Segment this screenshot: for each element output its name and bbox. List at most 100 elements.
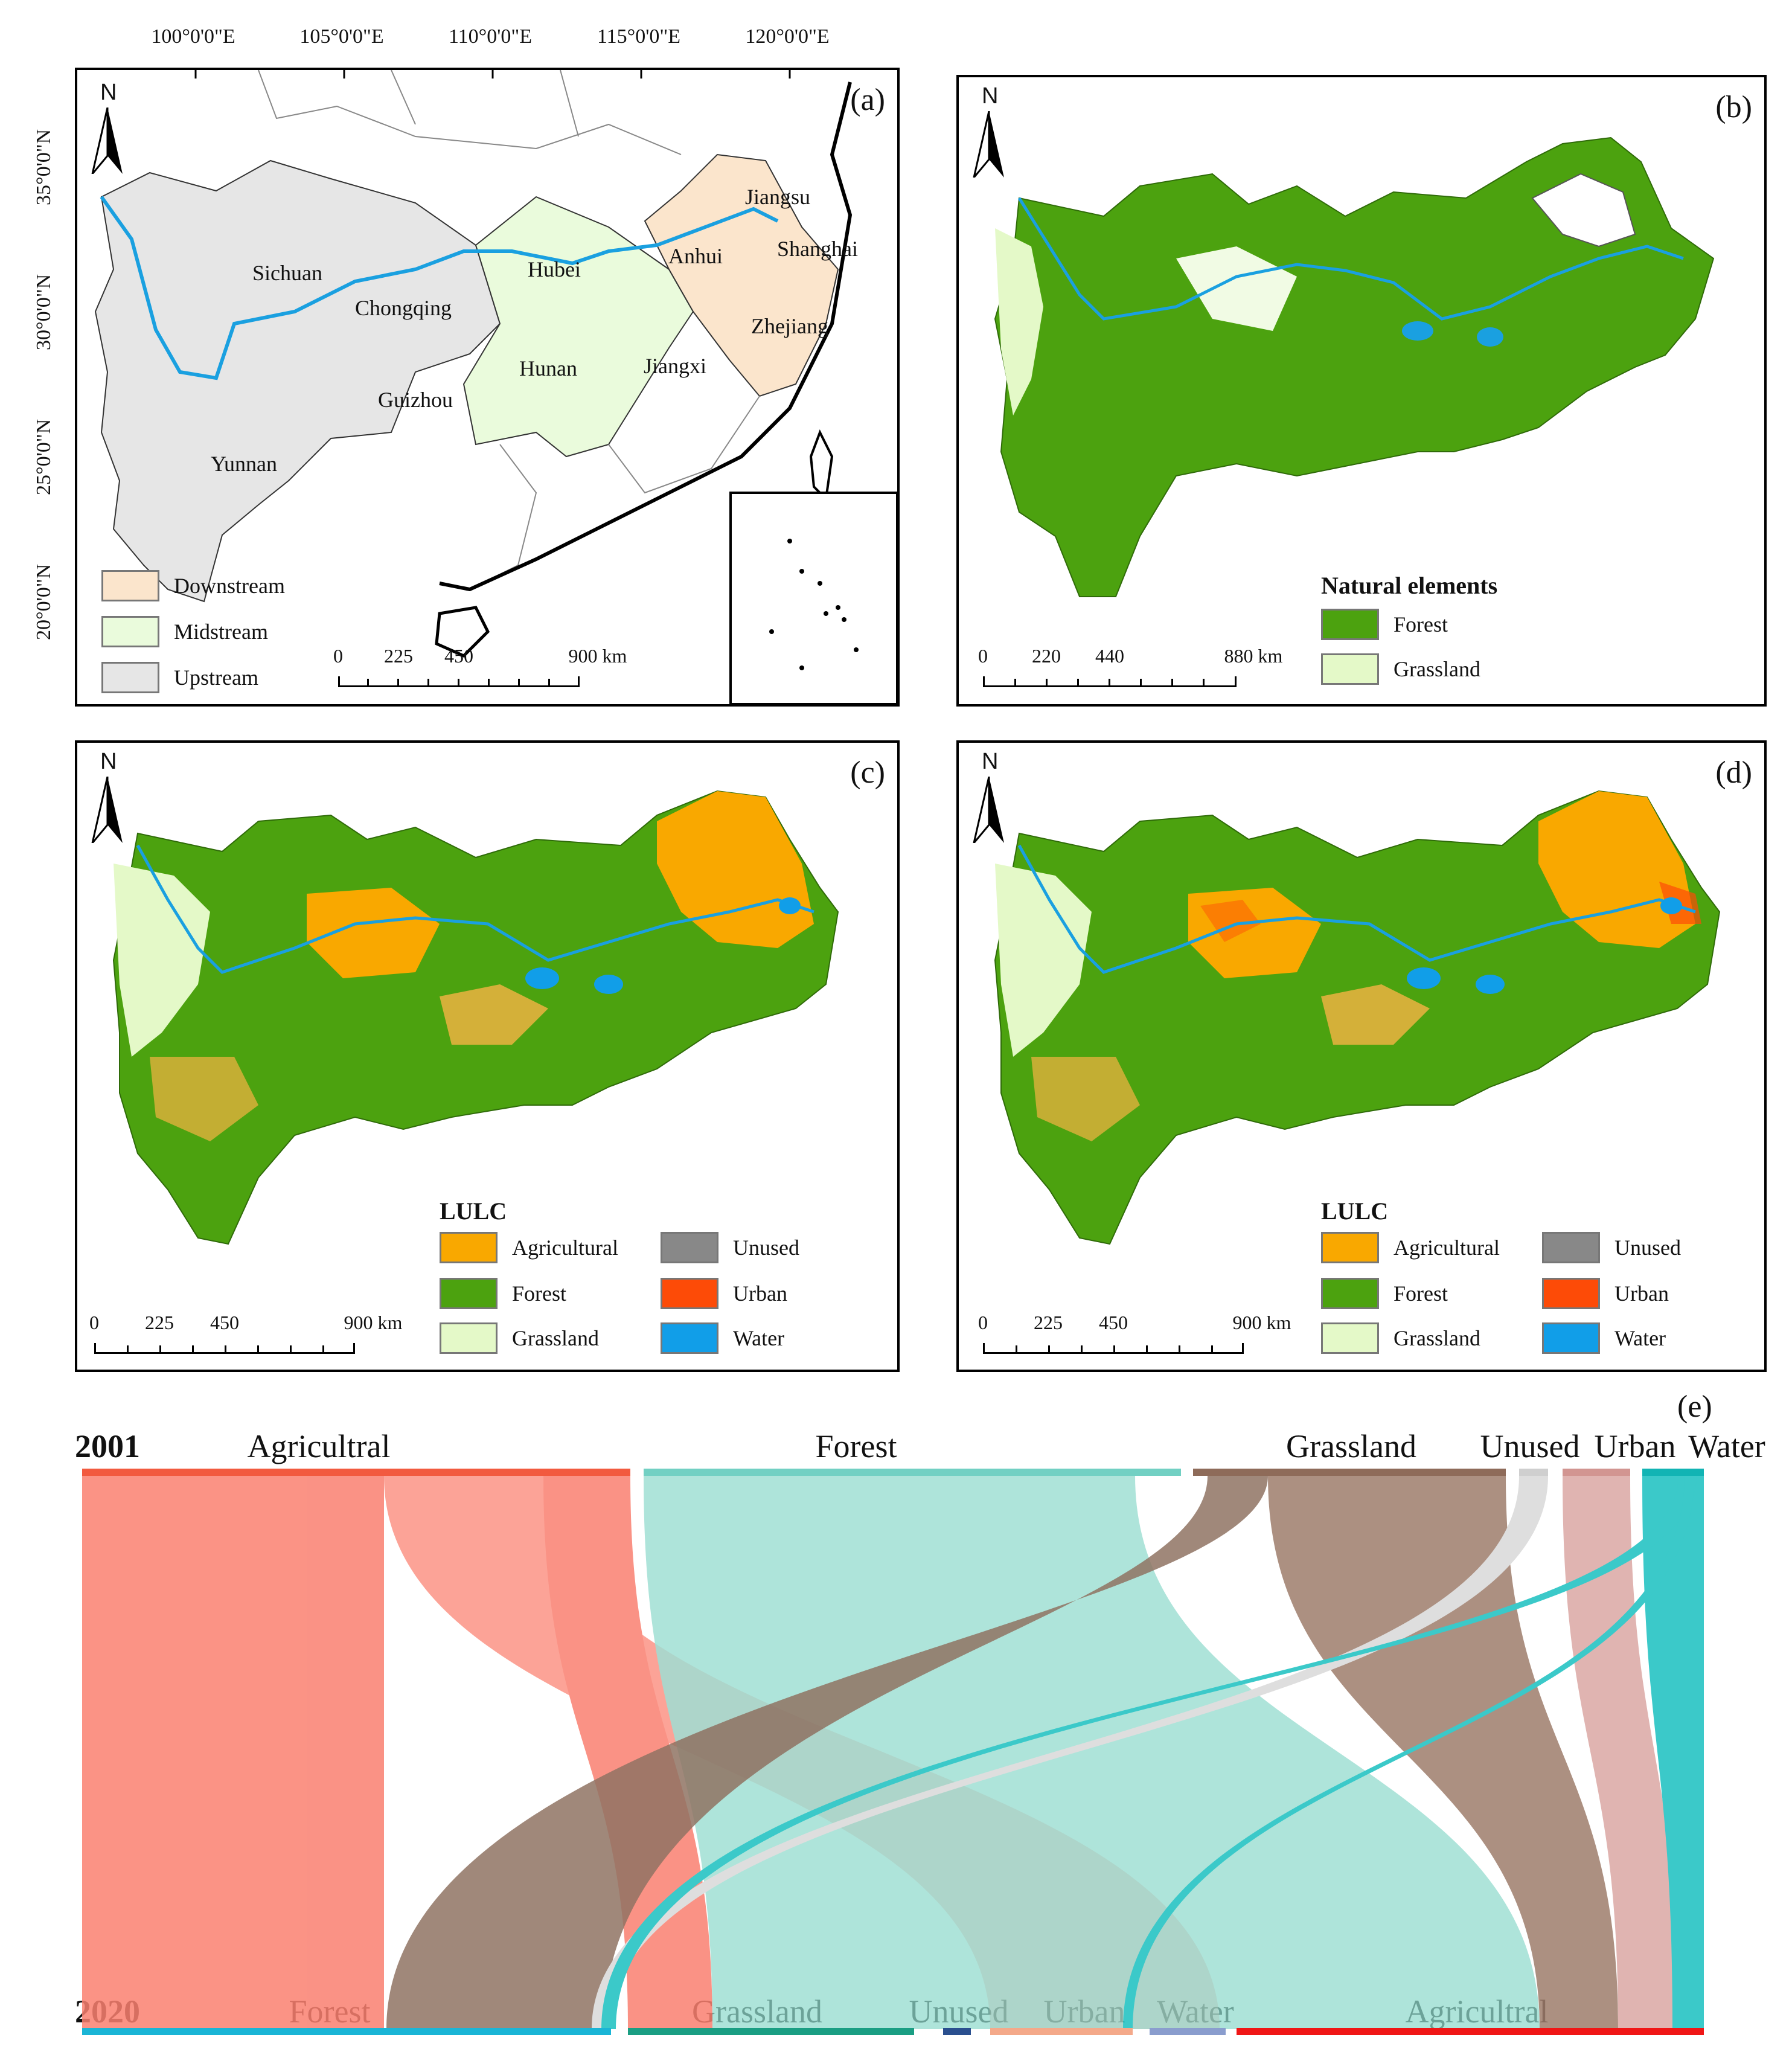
scale-tick-label: 0: [978, 645, 988, 667]
legend-swatch: [440, 1232, 498, 1263]
legend-label: Agricultural: [512, 1236, 618, 1260]
lat-label: 35°0'0"N: [33, 129, 55, 205]
scale-bar: 0 220 440 880 km: [978, 645, 1282, 693]
legend-label: Upstream: [174, 665, 258, 690]
legend-item-forest: Forest: [1321, 1278, 1448, 1309]
panel-c-label: (c): [850, 755, 885, 790]
flow-water-forest: [601, 1476, 1697, 2029]
legend-item-water: Water: [661, 1322, 784, 1354]
legend-item-grassland: Grassland: [440, 1322, 599, 1354]
legend-item-unused: Unused: [1542, 1232, 1681, 1263]
legend-item-water: Water: [1542, 1322, 1666, 1354]
bottom-category-urban: Urban: [1043, 1993, 1125, 2030]
legend-swatch: [1321, 653, 1379, 685]
province-label-hunan: Hunan: [519, 356, 577, 380]
scale-tick-label: 0: [333, 645, 343, 667]
bottom-category-unused: Unused: [909, 1993, 1009, 2030]
scale-tick-label: 900 km: [568, 645, 627, 667]
scale-bar: 0 225 450 900 km: [333, 645, 627, 693]
province-label-anhui: Anhui: [668, 244, 723, 268]
lon-label: 100°0'0"E: [151, 25, 235, 48]
legend-label: Forest: [1394, 1281, 1448, 1306]
panel-c-lulc-map: [112, 790, 839, 1245]
legend-item-grassland: Grassland: [1321, 653, 1480, 685]
province-label-sichuan: Sichuan: [252, 261, 322, 285]
scale-tick-label: 450: [1099, 1312, 1128, 1333]
north-arrow-icon: N: [89, 749, 132, 843]
legend-item-forest: Forest: [1321, 609, 1448, 640]
scale-tick-label: 900 km: [344, 1312, 403, 1333]
legend-title: LULC: [440, 1197, 507, 1225]
legend-swatch: [440, 1278, 498, 1309]
legend-label: Unused: [1614, 1236, 1681, 1260]
legend-label: Water: [1614, 1326, 1666, 1350]
province-label-shanghai: Shanghai: [777, 237, 858, 261]
legend-swatch: [661, 1278, 718, 1309]
scale-tick-label: 0: [89, 1312, 99, 1333]
bottom-category-water: Water: [1157, 1993, 1234, 2030]
year-2020-label: 2020: [75, 1993, 140, 2030]
scale-tick-label: 225: [145, 1312, 174, 1333]
flow-grass-forest: [386, 1476, 1268, 2029]
legend-item-midstream: Midstream: [101, 616, 268, 647]
flow-forest-forest: [644, 1476, 1540, 2029]
flow-grass-grass: [1268, 1476, 1618, 2029]
legend-label: Grassland: [512, 1326, 599, 1350]
top-node-grassland: [1193, 1469, 1506, 1476]
province-label-guizhou: Guizhou: [378, 388, 453, 412]
legend-label: Grassland: [1394, 657, 1480, 681]
lon-label: 105°0'0"E: [299, 25, 384, 48]
legend-swatch: [661, 1232, 718, 1263]
flow-urban: [1563, 1476, 1678, 2029]
legend-swatch: [1321, 609, 1379, 640]
scale-tick-label: 225: [384, 645, 413, 667]
lon-label: 115°0'0"E: [597, 25, 681, 48]
flow-water-water: [1642, 1476, 1704, 2029]
legend-label: Midstream: [174, 620, 268, 644]
panel-a-map: (a) N Sichuan Chongqing Hubei Anhui Jian…: [75, 68, 900, 707]
panel-d-label: (d): [1715, 755, 1752, 790]
legend-item-upstream: Upstream: [101, 662, 258, 693]
top-node-water: [1642, 1469, 1704, 1476]
legend-label: Urban: [733, 1281, 787, 1306]
scale-tick-label: 450: [444, 645, 473, 667]
bottom-category-forest: Forest: [289, 1993, 371, 2030]
legend-swatch: [661, 1322, 718, 1354]
legend-swatch: [1321, 1232, 1379, 1263]
legend-item-downstream: Downstream: [101, 570, 285, 601]
flow-unused: [592, 1476, 1548, 2029]
top-node-urban: [1563, 1469, 1630, 1476]
lat-label: 20°0'0"N: [33, 563, 55, 640]
panel-d-lulc-map: [994, 790, 1721, 1245]
legend-swatch: [1542, 1322, 1600, 1354]
province-label-jiangxi: Jiangxi: [644, 354, 706, 378]
legend-swatch: [1542, 1232, 1600, 1263]
panel-b-map: (b) N Natural elements Forest Grassland …: [956, 75, 1767, 707]
legend-swatch: [1542, 1278, 1600, 1309]
north-label: N: [100, 80, 117, 105]
top-node-unused: [1519, 1469, 1548, 1476]
top-category-agricultral: Agricultral: [247, 1428, 391, 1464]
legend-label: Agricultural: [1394, 1236, 1500, 1260]
province-label-chongqing: Chongqing: [354, 296, 452, 320]
top-node-forest: [644, 1469, 1181, 1476]
flow-agri-agri: [384, 1476, 1220, 2029]
lon-label: 120°0'0"E: [745, 25, 830, 48]
bottom-category-grassland: Grassland: [692, 1993, 822, 2030]
scale-bar: 0 225 450 900 km: [89, 1312, 402, 1360]
scale-tick-label: 440: [1095, 645, 1124, 667]
panel-b-label: (b): [1715, 90, 1752, 124]
province-label-zhejiang: Zhejiang: [751, 314, 828, 338]
top-category-unused: Unused: [1480, 1428, 1580, 1464]
legend-item-urban: Urban: [1542, 1278, 1669, 1309]
legend-title: Natural elements: [1321, 572, 1498, 599]
scale-tick-label: 220: [1032, 645, 1061, 667]
legend-label: Forest: [512, 1281, 566, 1306]
legend-swatch: [440, 1322, 498, 1354]
legend-swatch: [1321, 1322, 1379, 1354]
legend-label: Urban: [1614, 1281, 1669, 1306]
scale-tick-label: 450: [210, 1312, 239, 1333]
top-node-agricultral: [82, 1469, 630, 1476]
legend-label: Downstream: [174, 574, 285, 598]
legend-swatch: [1321, 1278, 1379, 1309]
